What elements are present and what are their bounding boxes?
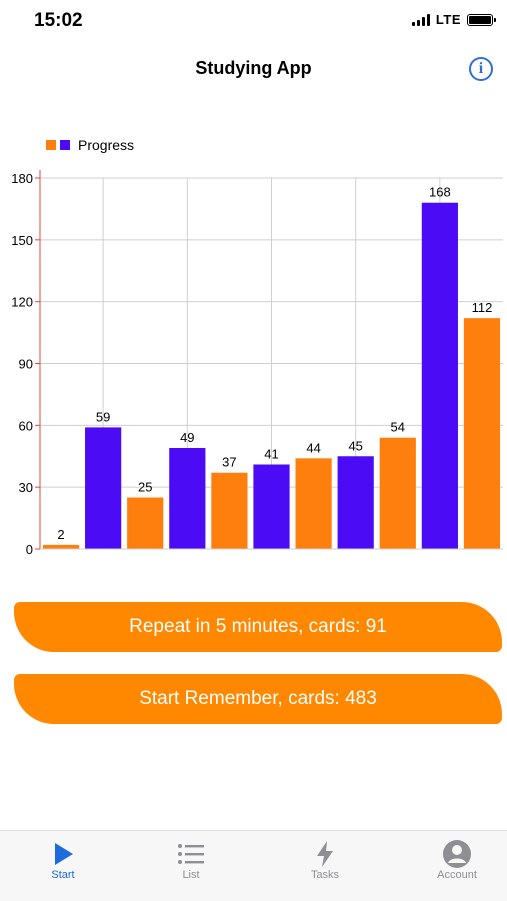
bar-value-label: 44 (306, 440, 320, 455)
play-icon (55, 843, 73, 865)
tab-bar: Start List Tasks Account (0, 830, 507, 901)
legend-label: Progress (78, 137, 135, 153)
tab-account[interactable]: Account (394, 831, 507, 901)
y-tick-label: 180 (11, 171, 33, 186)
account-icon (443, 840, 471, 868)
bar (463, 318, 501, 549)
bar-value-label: 45 (348, 438, 362, 453)
bar (337, 456, 374, 549)
tab-start[interactable]: Start (0, 831, 126, 901)
legend-swatch-purple (60, 140, 70, 150)
page-title: Studying App (195, 58, 312, 78)
y-tick-label: 90 (19, 357, 33, 372)
tab-label: Tasks (310, 869, 340, 881)
progress-chart: Progress 0 30 60 90 120 150 180 2 59 25 49 37 41 44 45… (0, 130, 507, 570)
legend-swatch-orange (46, 140, 56, 150)
bar-value-label: 54 (391, 420, 405, 435)
y-tick-label: 0 (26, 542, 33, 557)
bar (42, 544, 80, 549)
network-label: LTE (435, 12, 461, 27)
chart-plot: 0 30 60 90 120 150 180 2 59 25 49 37 41 44 45 54 168 112 (11, 170, 503, 557)
signal-icon (411, 13, 430, 26)
tab-label: List (182, 869, 200, 881)
status-time: 15:02 (34, 10, 83, 31)
bar (211, 472, 248, 549)
y-tick-label: 60 (19, 418, 33, 433)
battery-icon (467, 13, 496, 26)
status-bar: 15:02 LTE (0, 0, 507, 44)
y-tick-label: 120 (11, 295, 33, 310)
bar-value-label: 49 (180, 430, 194, 445)
tab-tasks[interactable]: Tasks (262, 831, 388, 901)
chart-legend: Progress (46, 137, 134, 153)
bar-value-label: 37 (222, 455, 236, 470)
bolt-icon (317, 841, 333, 867)
tab-label: Account (437, 869, 477, 881)
info-icon[interactable]: i (469, 57, 493, 81)
bar-value-label: 112 (472, 300, 493, 315)
bar (295, 458, 332, 549)
tab-list[interactable]: List (128, 831, 254, 901)
bar (85, 427, 122, 549)
bar-value-label: 41 (264, 446, 278, 461)
status-indicators: LTE (411, 12, 496, 27)
bar-value-label: 59 (96, 409, 110, 424)
bar (421, 202, 458, 549)
bar-value-label: 25 (138, 479, 152, 494)
repeat-button[interactable]: Repeat in 5 minutes, cards: 91 (14, 602, 502, 652)
bar (169, 448, 206, 549)
bar (127, 497, 164, 549)
bar (253, 464, 290, 549)
list-icon (178, 844, 204, 864)
nav-bar: Studying App i (0, 44, 507, 94)
bar (379, 437, 416, 549)
bar-value-label: 2 (57, 527, 64, 542)
y-tick-label: 150 (11, 233, 33, 248)
tab-label: Start (51, 869, 75, 881)
y-tick-label: 30 (19, 480, 33, 495)
bar-value-label: 168 (429, 185, 451, 200)
start-remember-button[interactable]: Start Remember, cards: 483 (14, 674, 502, 724)
